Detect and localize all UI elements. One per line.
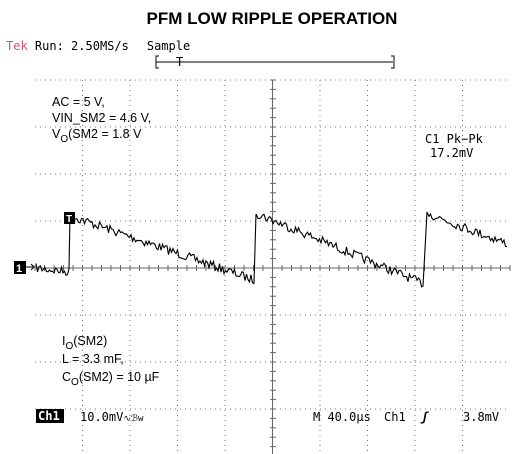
subscript: O <box>71 377 79 388</box>
annotation-text: L = 3.3 mF, <box>62 352 124 366</box>
trigger-channel: Ch1 <box>384 410 406 424</box>
trigger-level: 3.8mV <box>463 410 499 424</box>
annotation-text: AC = 5 V, <box>52 95 105 109</box>
measurement-label: C1 Pk−Pk <box>425 132 484 146</box>
components: IO(SM2)L = 3.3 mF,CO(SM2) = 10 µF <box>62 334 160 388</box>
subscript: O <box>65 341 73 352</box>
figure-title: PFM LOW RIPPLE OPERATION <box>147 9 398 28</box>
conditions: AC = 5 V, VIN_SM2 = 4.6 V, VO(SM2 = 1.8 V <box>52 95 151 145</box>
annotation-line: IO(SM2) <box>62 334 107 352</box>
annotation-text: (SM2) = 10 µF <box>79 370 160 384</box>
annotation-line: VO(SM2 = 1.8 V <box>52 127 142 145</box>
annotation-text: V <box>52 127 61 141</box>
annotation-text: I <box>62 334 65 348</box>
channel-marker-label: 1 <box>16 263 22 275</box>
channel-badge <box>36 409 64 423</box>
annotation-text: (SM2 = 1.8 V <box>68 127 142 141</box>
annotation-text: C <box>62 370 71 384</box>
measurement-value: 17.2mV <box>430 146 473 160</box>
graticule <box>34 79 511 454</box>
annotation-line: CO(SM2) = 10 µF <box>62 370 160 388</box>
annotation-text: (SM2) <box>73 334 107 348</box>
annotation-line: VIN_SM2 = 4.6 V, <box>52 111 151 125</box>
annotation-line: L = 3.3 mF, <box>62 352 124 366</box>
trigger-slope: ʃ <box>420 410 429 424</box>
channel-badge-label: Ch1 <box>38 409 60 423</box>
trigger-position-bar: T <box>155 55 395 69</box>
annotation-text: VIN_SM2 = 4.6 V, <box>52 111 151 125</box>
waveform <box>35 211 508 288</box>
trigger-position-label: T <box>176 55 183 69</box>
annotation-line: AC = 5 V, <box>52 95 105 109</box>
subscript: O <box>60 134 68 145</box>
channel-marker: 1 <box>14 261 35 275</box>
trigger-level-marker: T <box>64 212 75 225</box>
timebase: M 40.0µs <box>313 410 371 424</box>
vertical-scale: 10.0mV∿ℬw <box>80 410 144 424</box>
status-line: Tek Run: 2.50MS/s Sample <box>6 39 190 53</box>
trigger-level-label: T <box>66 214 72 225</box>
